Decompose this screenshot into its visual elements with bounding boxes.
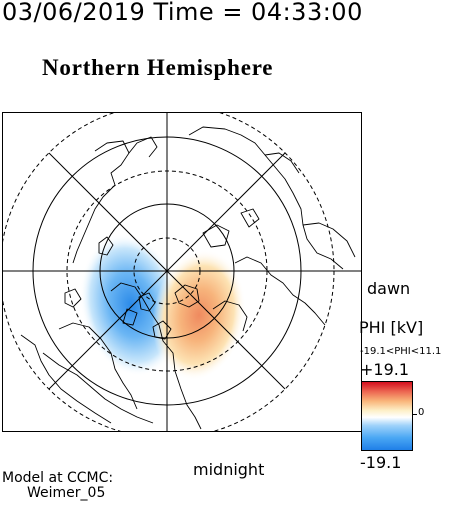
midnight-label: midnight <box>193 460 265 479</box>
model-source-label: Model at CCMC: <box>2 470 114 486</box>
polar-map <box>3 113 361 431</box>
meridian-diag-2 <box>48 152 286 390</box>
dawn-label: dawn <box>367 279 411 298</box>
colorbar-zero-label: 0 <box>418 407 425 418</box>
colorbar-zero-tick <box>412 414 417 415</box>
model-name-label: Weimer_05 <box>27 485 106 501</box>
colorbar-max-label: +19.1 <box>360 360 410 379</box>
coastlines <box>20 126 356 430</box>
colorbar-title: PHI [kV] <box>359 318 424 337</box>
colorbar-range-text: -19.1<PHI<11.1 <box>360 346 442 357</box>
positive-potential-cell <box>152 249 246 381</box>
hemisphere-title: Northern Hemisphere <box>42 55 274 80</box>
polar-map-frame <box>2 112 362 432</box>
colorbar <box>361 381 413 451</box>
header-timestamp: 03/06/2019 Time = 04:33:00 <box>2 0 363 26</box>
colorbar-min-label: -19.1 <box>360 453 402 472</box>
